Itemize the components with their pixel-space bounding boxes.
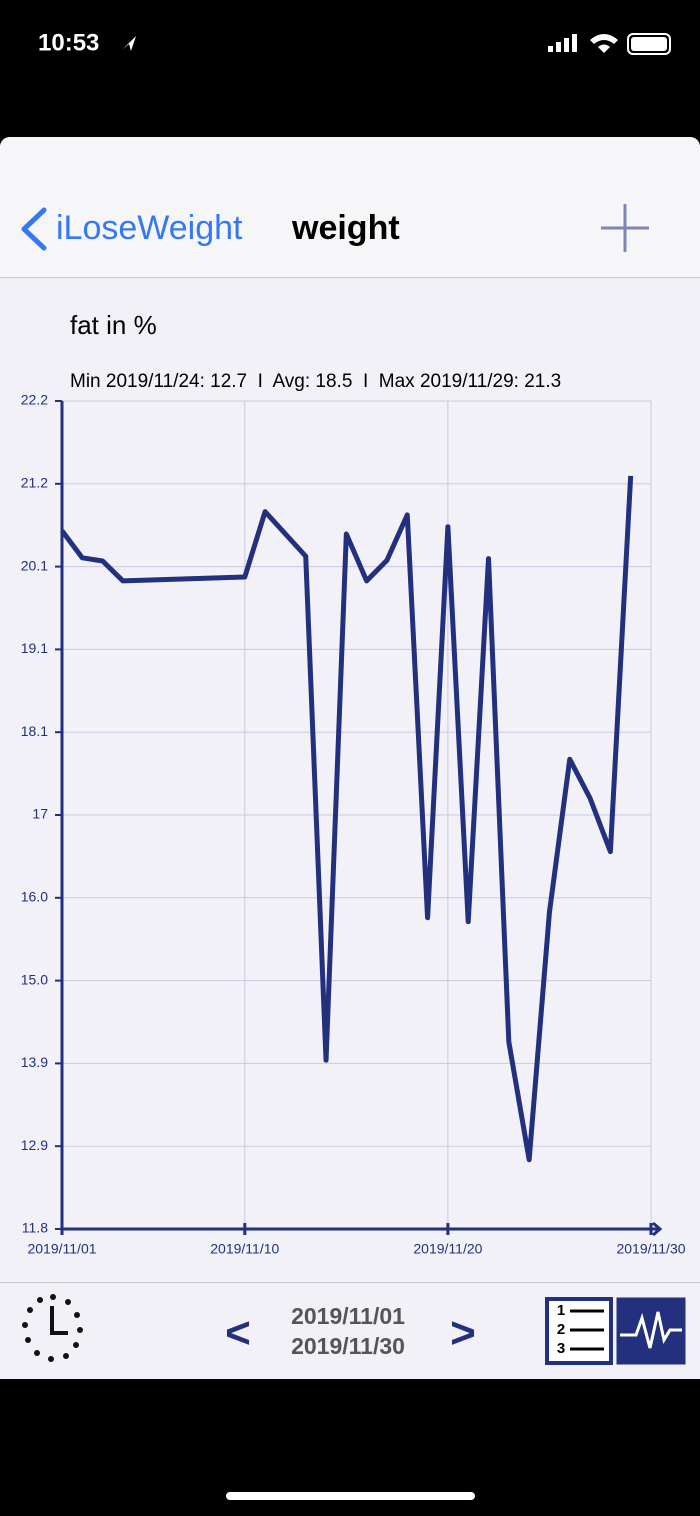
y-tick-label: 11.8 bbox=[22, 1220, 48, 1236]
svg-text:2: 2 bbox=[557, 1321, 565, 1338]
x-tick-label: 2019/11/10 bbox=[210, 1241, 279, 1257]
y-tick-label: 20.1 bbox=[21, 557, 48, 573]
next-button[interactable]: > bbox=[450, 1309, 476, 1358]
status-time: 10:53 bbox=[38, 29, 99, 56]
y-tick-label: 12.9 bbox=[21, 1137, 48, 1153]
clock-icon[interactable] bbox=[22, 1294, 83, 1362]
add-button[interactable] bbox=[601, 204, 649, 252]
home-indicator bbox=[226, 1492, 475, 1500]
chart-title: fat in % bbox=[70, 310, 157, 340]
svg-text:3: 3 bbox=[557, 1340, 565, 1357]
prev-button[interactable]: < bbox=[225, 1309, 251, 1358]
signal-icon bbox=[548, 34, 577, 52]
chart-subtitle: Min 2019/11/24: 12.7 I Avg: 18.5 I Max 2… bbox=[70, 371, 561, 392]
chart-icon[interactable] bbox=[616, 1297, 686, 1365]
y-tick-label: 18.1 bbox=[21, 723, 48, 739]
svg-text:1: 1 bbox=[557, 1302, 565, 1319]
y-tick-label: 19.1 bbox=[21, 640, 48, 656]
location-icon bbox=[122, 36, 136, 51]
x-tick-label: 2019/11/20 bbox=[413, 1241, 482, 1257]
back-button[interactable]: iLoseWeight bbox=[56, 209, 243, 247]
list-icon[interactable]: 1 2 3 bbox=[545, 1297, 613, 1365]
x-tick-label: 2019/11/30 bbox=[616, 1241, 685, 1257]
wifi-icon bbox=[590, 34, 618, 53]
y-tick-label: 16.0 bbox=[21, 889, 48, 905]
back-chevron[interactable] bbox=[21, 207, 47, 251]
nav-title: weight bbox=[291, 209, 400, 247]
nav-bar bbox=[0, 137, 700, 278]
battery-level bbox=[631, 37, 667, 51]
x-axis bbox=[62, 1221, 663, 1237]
y-tick-label: 21.2 bbox=[21, 475, 48, 491]
y-tick-label: 13.9 bbox=[21, 1054, 48, 1070]
range-start: 2019/11/01 bbox=[291, 1303, 405, 1329]
y-tick-label: 17 bbox=[32, 806, 48, 822]
y-tick-label: 22.2 bbox=[21, 392, 48, 408]
app-panel bbox=[0, 137, 700, 1379]
x-tick-label: 2019/11/01 bbox=[27, 1241, 96, 1257]
battery-icon bbox=[627, 33, 671, 55]
y-tick-label: 15.0 bbox=[21, 971, 48, 987]
range-end: 2019/11/30 bbox=[291, 1333, 405, 1359]
data-line bbox=[60, 475, 634, 1163]
